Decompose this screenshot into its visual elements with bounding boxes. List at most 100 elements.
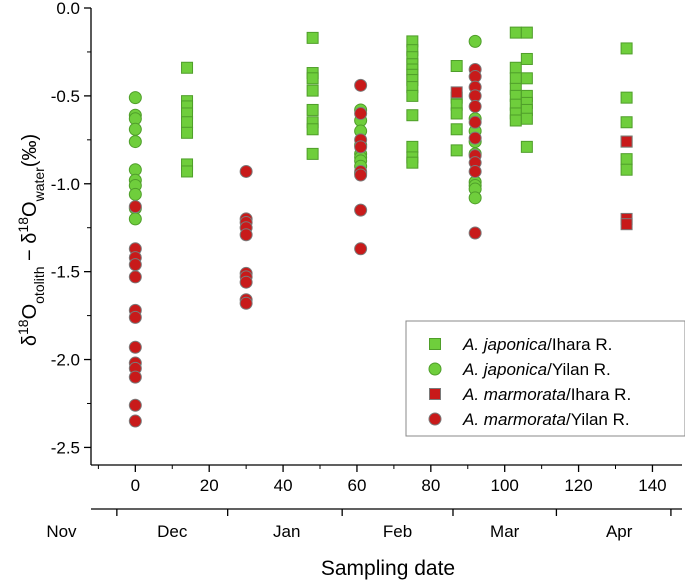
data-point bbox=[620, 135, 633, 148]
data-point bbox=[406, 89, 419, 102]
x-axis-label: Sampling date bbox=[321, 557, 455, 580]
data-point bbox=[128, 398, 142, 412]
data-point bbox=[239, 228, 253, 242]
x-tick-label: 60 bbox=[347, 476, 366, 495]
data-point bbox=[620, 91, 633, 104]
data-point bbox=[450, 144, 463, 157]
data-point bbox=[520, 52, 533, 65]
data-point bbox=[354, 78, 368, 92]
data-point bbox=[354, 168, 368, 182]
data-point bbox=[181, 165, 194, 178]
data-point bbox=[520, 112, 533, 125]
y-tick-label: 0.0 bbox=[56, 0, 80, 18]
data-point bbox=[620, 42, 633, 55]
data-point bbox=[468, 131, 482, 145]
data-point bbox=[406, 140, 419, 153]
x-tick-label: 80 bbox=[421, 476, 440, 495]
month-label: Dec bbox=[157, 522, 188, 541]
data-point bbox=[468, 164, 482, 178]
data-point bbox=[468, 34, 482, 48]
data-point bbox=[620, 163, 633, 176]
data-point bbox=[128, 270, 142, 284]
y-tick-label: -2.5 bbox=[51, 438, 80, 457]
legend-marker bbox=[429, 338, 441, 350]
data-point bbox=[239, 296, 253, 310]
data-point bbox=[306, 84, 319, 97]
data-point bbox=[509, 26, 522, 39]
legend: A. japonica/Ihara R. A. japonica/Yilan R.… bbox=[405, 320, 685, 437]
y-tick-label: -0.5 bbox=[51, 87, 80, 106]
data-point bbox=[354, 106, 368, 120]
data-point bbox=[239, 164, 253, 178]
data-point bbox=[128, 340, 142, 354]
x-tick-label: 40 bbox=[274, 476, 293, 495]
axes-layer: 0.0 -0.5 -1.0 -1.5 -2.0 -2.5 0 20 40 60 80 100 120 14… bbox=[46, 0, 682, 541]
data-point bbox=[406, 156, 419, 169]
data-point bbox=[509, 61, 522, 74]
data-point bbox=[354, 140, 368, 154]
data-point bbox=[306, 31, 319, 44]
data-point bbox=[520, 26, 533, 39]
month-label: Jan bbox=[273, 522, 300, 541]
legend-marker bbox=[428, 362, 442, 376]
month-label: Feb bbox=[383, 522, 412, 541]
data-point bbox=[181, 126, 194, 139]
month-label: Mar bbox=[490, 522, 520, 541]
data-points-layer bbox=[128, 26, 633, 428]
data-point bbox=[128, 200, 142, 214]
data-point bbox=[509, 72, 522, 85]
data-point bbox=[450, 107, 463, 120]
x-tick-label: 100 bbox=[491, 476, 519, 495]
data-point bbox=[509, 114, 522, 127]
data-point bbox=[620, 153, 633, 166]
data-point bbox=[181, 61, 194, 74]
data-point bbox=[354, 242, 368, 256]
legend-label: A. marmorata/Ihara R. bbox=[462, 385, 631, 404]
data-point bbox=[468, 99, 482, 113]
y-tick-label: -2.0 bbox=[51, 351, 80, 370]
data-point bbox=[128, 212, 142, 226]
x-tick-label: 0 bbox=[131, 476, 140, 495]
data-point bbox=[306, 147, 319, 160]
x-tick-label: 120 bbox=[564, 476, 592, 495]
data-point bbox=[450, 123, 463, 136]
data-point bbox=[128, 258, 142, 272]
data-point bbox=[468, 226, 482, 240]
data-point bbox=[306, 103, 319, 116]
data-point bbox=[620, 116, 633, 129]
data-point bbox=[468, 115, 482, 129]
data-point bbox=[128, 135, 142, 149]
data-point bbox=[354, 203, 368, 217]
legend-box bbox=[405, 320, 685, 437]
data-point bbox=[406, 109, 419, 122]
data-point bbox=[306, 123, 319, 136]
data-point bbox=[468, 191, 482, 205]
data-point bbox=[450, 60, 463, 73]
data-point bbox=[620, 218, 633, 231]
data-point bbox=[520, 72, 533, 85]
y-tick-label: -1.5 bbox=[51, 263, 80, 282]
x-tick-label: 20 bbox=[200, 476, 219, 495]
data-point bbox=[128, 122, 142, 136]
legend-label: A. japonica/Ihara R. bbox=[462, 335, 612, 354]
data-point bbox=[128, 187, 142, 201]
y-axis-label: δ18Ootolith − δ18Owater(‰) bbox=[15, 134, 47, 346]
data-point bbox=[239, 275, 253, 289]
data-point bbox=[128, 414, 142, 428]
data-point bbox=[520, 140, 533, 153]
month-label: Nov bbox=[46, 522, 77, 541]
data-point bbox=[128, 91, 142, 105]
legend-label: A. japonica/Yilan R. bbox=[462, 360, 611, 379]
x-tick-label: 140 bbox=[638, 476, 666, 495]
legend-marker bbox=[428, 412, 442, 426]
data-point bbox=[450, 86, 463, 99]
data-point bbox=[128, 310, 142, 324]
data-point bbox=[128, 370, 142, 384]
month-label: Apr bbox=[606, 522, 633, 541]
data-point bbox=[306, 72, 319, 85]
data-point bbox=[181, 116, 194, 129]
legend-label: A. marmorata/Yilan R. bbox=[462, 410, 630, 429]
legend-marker bbox=[429, 388, 441, 400]
y-tick-label: -1.0 bbox=[51, 175, 80, 194]
